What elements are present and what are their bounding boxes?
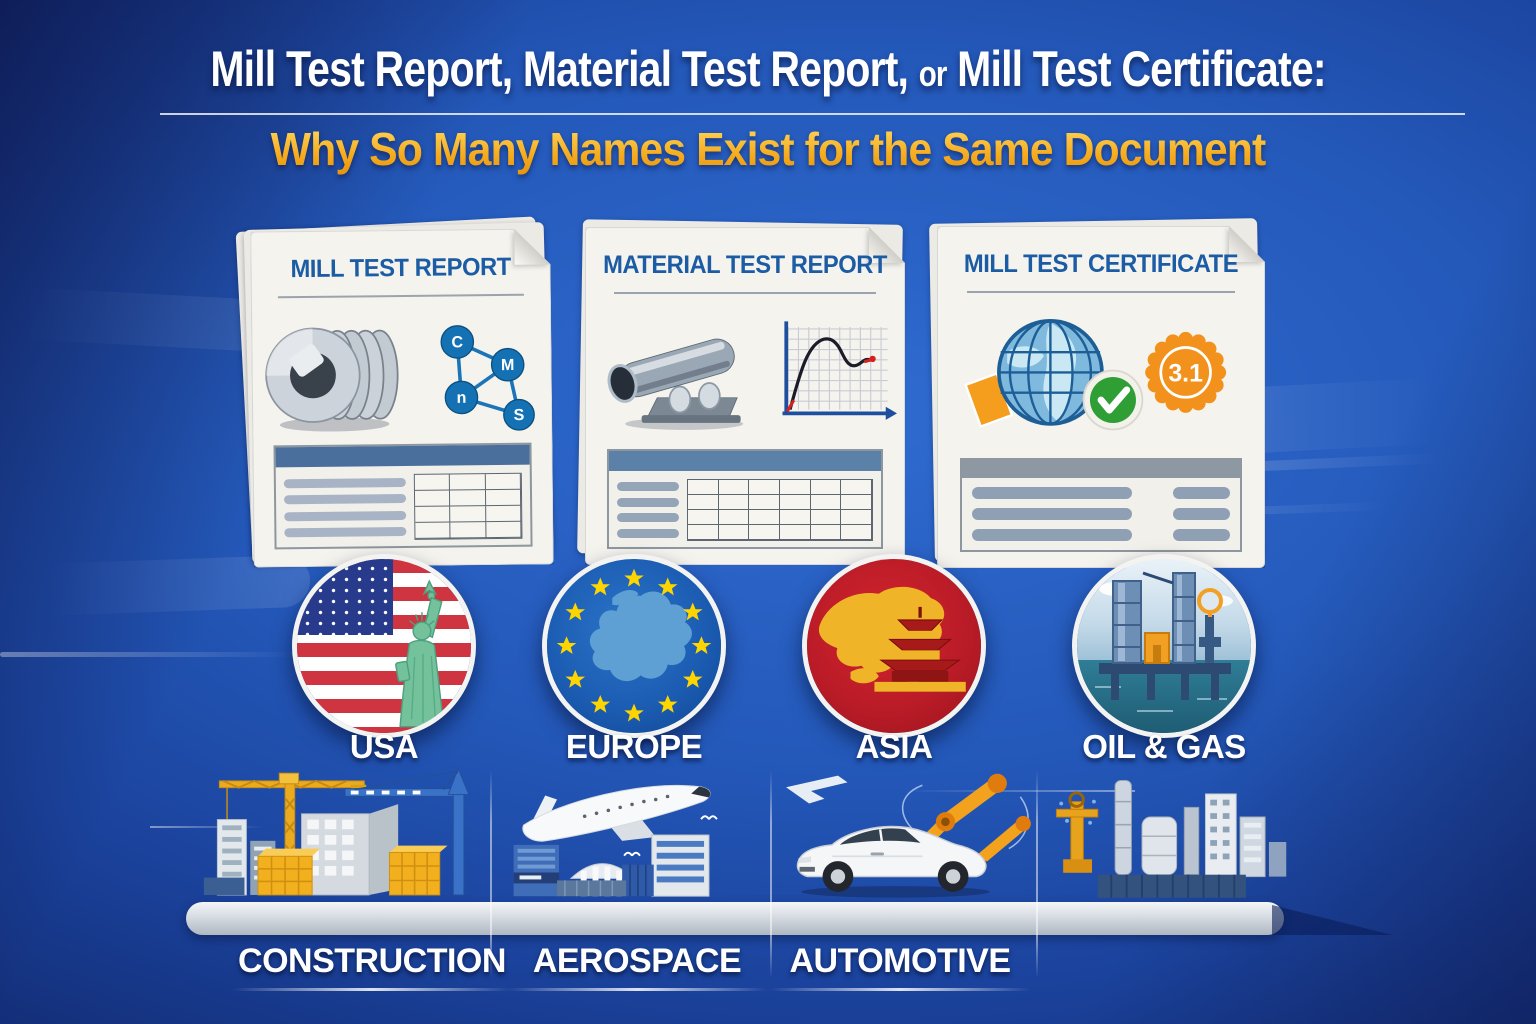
table-grid bbox=[687, 479, 872, 541]
certificate-table bbox=[960, 458, 1242, 552]
region-label-usa: USA bbox=[349, 728, 419, 765]
title-rule bbox=[967, 291, 1236, 293]
report-table bbox=[273, 443, 532, 550]
region-badge-asia bbox=[802, 554, 986, 738]
title-or: or bbox=[918, 53, 948, 94]
title-rule bbox=[614, 292, 876, 294]
car-icon bbox=[796, 825, 990, 898]
steel-pipe-icon bbox=[593, 311, 758, 435]
green-checkmark-icon bbox=[1084, 371, 1143, 430]
europe-map-stars-icon bbox=[556, 568, 712, 722]
title-divider bbox=[160, 113, 1465, 115]
molecule-node-label: M bbox=[500, 356, 514, 374]
table-header-bar bbox=[276, 445, 530, 468]
industry-divider bbox=[770, 770, 772, 978]
chemical-composition-molecule-icon: C M n S bbox=[430, 317, 543, 436]
region-badge-usa bbox=[292, 554, 476, 738]
refinery-plant-icon bbox=[1055, 779, 1287, 898]
construction-scene bbox=[200, 762, 490, 915]
small-plane-icon bbox=[786, 775, 848, 804]
title-part-1: Mill Test Report, Material Test Report, bbox=[210, 41, 909, 97]
asia-map-icon bbox=[818, 586, 966, 692]
table-row-labels bbox=[284, 474, 407, 541]
label-underline bbox=[770, 988, 1030, 991]
car-robot-arms-icon bbox=[786, 773, 1031, 898]
refinery-scene bbox=[1042, 772, 1292, 917]
document-card-material-test-report: MATERIAL TEST REPORT bbox=[585, 227, 905, 565]
aerospace-scene bbox=[505, 762, 763, 915]
document-card-mill-test-report: MILL TEST REPORT bbox=[250, 228, 554, 567]
industry-divider bbox=[490, 770, 492, 978]
airplane-icon bbox=[522, 784, 711, 842]
guide-line bbox=[150, 826, 265, 828]
table-rows bbox=[962, 487, 1240, 541]
us-flag-canton bbox=[297, 559, 393, 635]
document-title: MILL TEST CERTIFICATE bbox=[963, 250, 1239, 278]
steel-coil-icon bbox=[261, 318, 412, 438]
industry-platform bbox=[186, 902, 1284, 935]
region-label-oil-gas: OIL & GAS bbox=[1082, 728, 1246, 765]
certificate-illustration: 3.1 bbox=[951, 308, 1251, 446]
table-row-labels bbox=[617, 479, 679, 541]
region-label-asia: ASIA bbox=[855, 728, 933, 765]
cranes-buildings-icon bbox=[203, 766, 470, 896]
table-header-bar bbox=[962, 460, 1240, 478]
molecule-node-label: C bbox=[451, 333, 463, 351]
title-rule bbox=[278, 294, 524, 299]
offshore-oil-rig-icon bbox=[1095, 571, 1233, 712]
molecule-node-label: n bbox=[456, 389, 466, 407]
document-title: MATERIAL TEST REPORT bbox=[603, 251, 887, 279]
certification-badge-3-1: 3.1 bbox=[1145, 332, 1226, 413]
industry-label-aerospace: AEROSPACE bbox=[532, 942, 742, 980]
statue-of-liberty-icon bbox=[395, 579, 445, 728]
region-badge-europe bbox=[542, 554, 726, 738]
table-grid bbox=[414, 473, 523, 540]
industry-label-construction: CONSTRUCTION bbox=[238, 942, 506, 980]
page-subtitle: Why So Many Names Exist for the Same Doc… bbox=[54, 122, 1482, 176]
page-title: Mill Test Report, Material Test Report, … bbox=[138, 40, 1398, 98]
automotive-scene bbox=[778, 768, 1038, 917]
molecule-node-label: S bbox=[513, 406, 524, 424]
badge-value: 3.1 bbox=[1168, 361, 1203, 388]
document-card-mill-test-certificate: MILL TEST CERTIFICATE bbox=[937, 226, 1265, 568]
industry-label-automotive: AUTOMOTIVE bbox=[789, 942, 1011, 980]
industry-divider bbox=[1036, 770, 1038, 978]
label-underline bbox=[232, 988, 512, 991]
airplane-terminal-icon bbox=[513, 784, 718, 897]
pagoda-icon bbox=[874, 606, 966, 692]
title-part-2: Mill Test Certificate: bbox=[957, 41, 1326, 97]
wellhead-icon bbox=[1055, 791, 1099, 873]
report-table bbox=[607, 449, 882, 549]
region-label-europe: EUROPE bbox=[565, 728, 703, 765]
background-swoosh bbox=[0, 652, 300, 657]
table-header-bar bbox=[609, 451, 880, 471]
document-title: MILL TEST REPORT bbox=[290, 252, 511, 284]
label-underline bbox=[507, 988, 767, 991]
stress-strain-curve-chart-icon bbox=[775, 315, 897, 431]
region-badge-oil-gas bbox=[1072, 554, 1256, 738]
globe-icon bbox=[999, 321, 1102, 424]
